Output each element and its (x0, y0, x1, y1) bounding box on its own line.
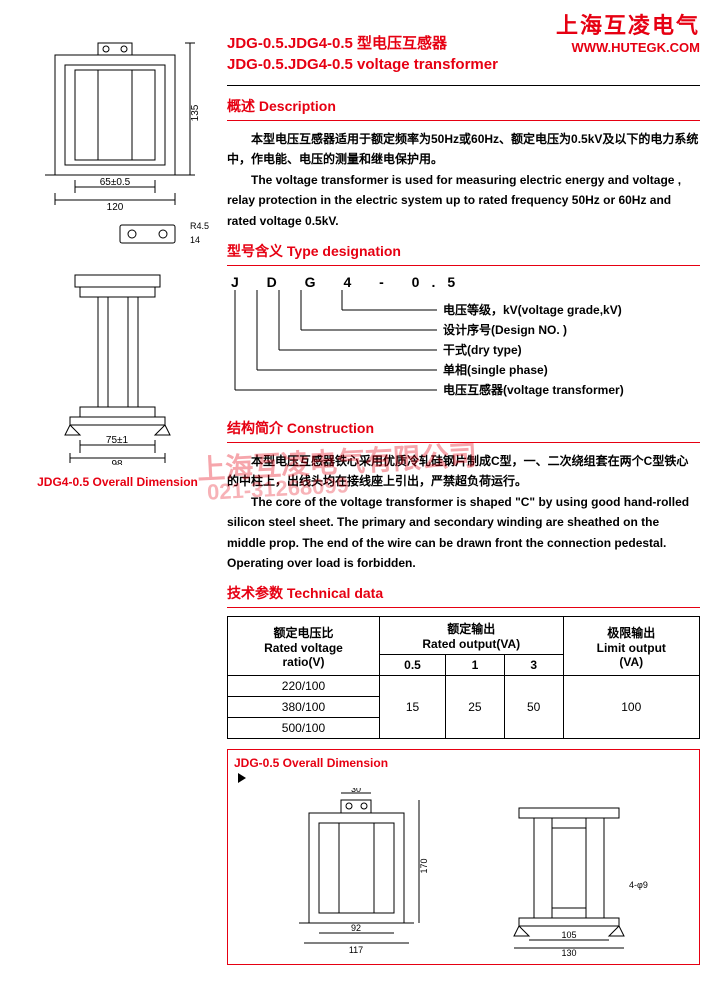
construction-p1: 本型电压互感器铁心采用优质冷轧硅钢片制成C型，一、二次绕组套在两个C型铁心的中柱… (227, 451, 700, 492)
th-limit-en2: (VA) (619, 655, 643, 669)
designation-block: J D G 4 - 0.5 电压等级，kV(voltage (227, 274, 700, 408)
th-voltage-en2: ratio(V) (282, 655, 324, 669)
dim-65: 65±0.5 (100, 177, 131, 188)
construction-title: 结构简介 Construction (227, 418, 700, 438)
desc-title: 概述 Description (227, 96, 700, 116)
brand-block: 上海互凌电气 WWW.HUTEGK.COM (556, 8, 700, 55)
arrow-icon (238, 773, 246, 783)
th-voltage: 额定电压比 Rated voltage ratio(V) (228, 617, 380, 676)
construction-p2: The core of the voltage transformer is s… (227, 492, 700, 574)
title-rule (227, 85, 700, 86)
tech-rule (227, 607, 700, 608)
des-line-1: 设计序号(Design NO. ) (443, 322, 567, 337)
des-line-4: 电压互感器(voltage transformer) (443, 382, 624, 397)
dim-120: 120 (107, 202, 124, 213)
construction-rule (227, 442, 700, 443)
designation-rule (227, 265, 700, 266)
brand-url: WWW.HUTEGK.COM (556, 40, 700, 55)
dim-135: 135 (190, 104, 201, 121)
dim-117: 117 (348, 945, 362, 955)
des-line-0: 电压等级，kV(voltage grade,kV) (443, 302, 622, 317)
jdg4-front-diagram: 135 65±0.5 120 (20, 15, 215, 215)
td-v1: 25 (446, 676, 505, 739)
desc-p1: 本型电压互感器适用于额定频率为50Hz或60Hz、额定电压为0.5kV及以下的电… (227, 129, 700, 170)
td-v05: 15 (379, 676, 445, 739)
th-voltage-en: Rated voltage (264, 641, 343, 655)
td-r1: 220/100 (228, 676, 380, 697)
th-voltage-cn: 额定电压比 (273, 626, 333, 640)
th-limit: 极限输出 Limit output (VA) (563, 617, 699, 676)
brand-cn: 上海互凌电气 (556, 8, 700, 40)
jdg05-front-diagram: 30 170 92 117 (269, 788, 449, 958)
th-3: 3 (504, 655, 563, 676)
td-v3: 50 (504, 676, 563, 739)
dim-hole: 4-φ9 (629, 880, 648, 890)
lower-dim-box: JDG-0.5 Overall Dimension (227, 749, 700, 965)
th-rated-cn: 额定输出 (447, 622, 495, 636)
dim-92: 92 (350, 923, 360, 933)
dim-14: 14 (190, 235, 200, 245)
left-caption: JDG4-0.5 Overall Dimension (20, 475, 215, 489)
th-rated: 额定输出 Rated output(VA) (379, 617, 563, 655)
page-title-en: JDG-0.5.JDG4-0.5 voltage transformer (227, 54, 700, 75)
designation-code: J D G 4 - 0.5 (227, 274, 700, 290)
th-limit-en: Limit output (597, 641, 666, 655)
td-r2: 380/100 (228, 697, 380, 718)
desc-rule (227, 120, 700, 121)
des-line-3: 单相(single phase) (443, 362, 548, 377)
jdg05-side-diagram: 4-φ9 105 130 (479, 788, 659, 958)
desc-p2: The voltage transformer is used for meas… (227, 170, 700, 231)
dim-170: 170 (419, 859, 429, 874)
right-column: JDG-0.5.JDG4-0.5 型电压互感器 JDG-0.5.JDG4-0.5… (227, 15, 700, 965)
th-1: 1 (446, 655, 505, 676)
designation-diagram: 电压等级，kV(voltage grade,kV) 设计序号(Design NO… (227, 290, 687, 405)
designation-title: 型号含义 Type designation (227, 241, 700, 261)
left-column: 135 65±0.5 120 (20, 15, 215, 965)
des-line-2: 干式(dry type) (443, 342, 522, 357)
jdg4-side-diagram: 75±1 98 (20, 255, 215, 465)
tech-title: 技术参数 Technical data (227, 583, 700, 603)
dim-98: 98 (111, 459, 123, 465)
tech-table: 额定电压比 Rated voltage ratio(V) 额定输出 Rated … (227, 616, 700, 739)
td-r3: 500/100 (228, 718, 380, 739)
td-limit: 100 (563, 676, 699, 739)
bracket-diagram: R4.5 14 (20, 215, 215, 255)
dim-105: 105 (561, 930, 576, 940)
th-05: 0.5 (379, 655, 445, 676)
dim-r45: R4.5 (190, 221, 209, 231)
lower-caption: JDG-0.5 Overall Dimension (234, 756, 388, 770)
dim-130: 130 (561, 948, 576, 958)
th-limit-cn: 极限输出 (607, 626, 655, 640)
th-rated-en: Rated output(VA) (422, 637, 520, 651)
dim-30: 30 (350, 788, 360, 794)
dim-75: 75±1 (106, 435, 129, 446)
